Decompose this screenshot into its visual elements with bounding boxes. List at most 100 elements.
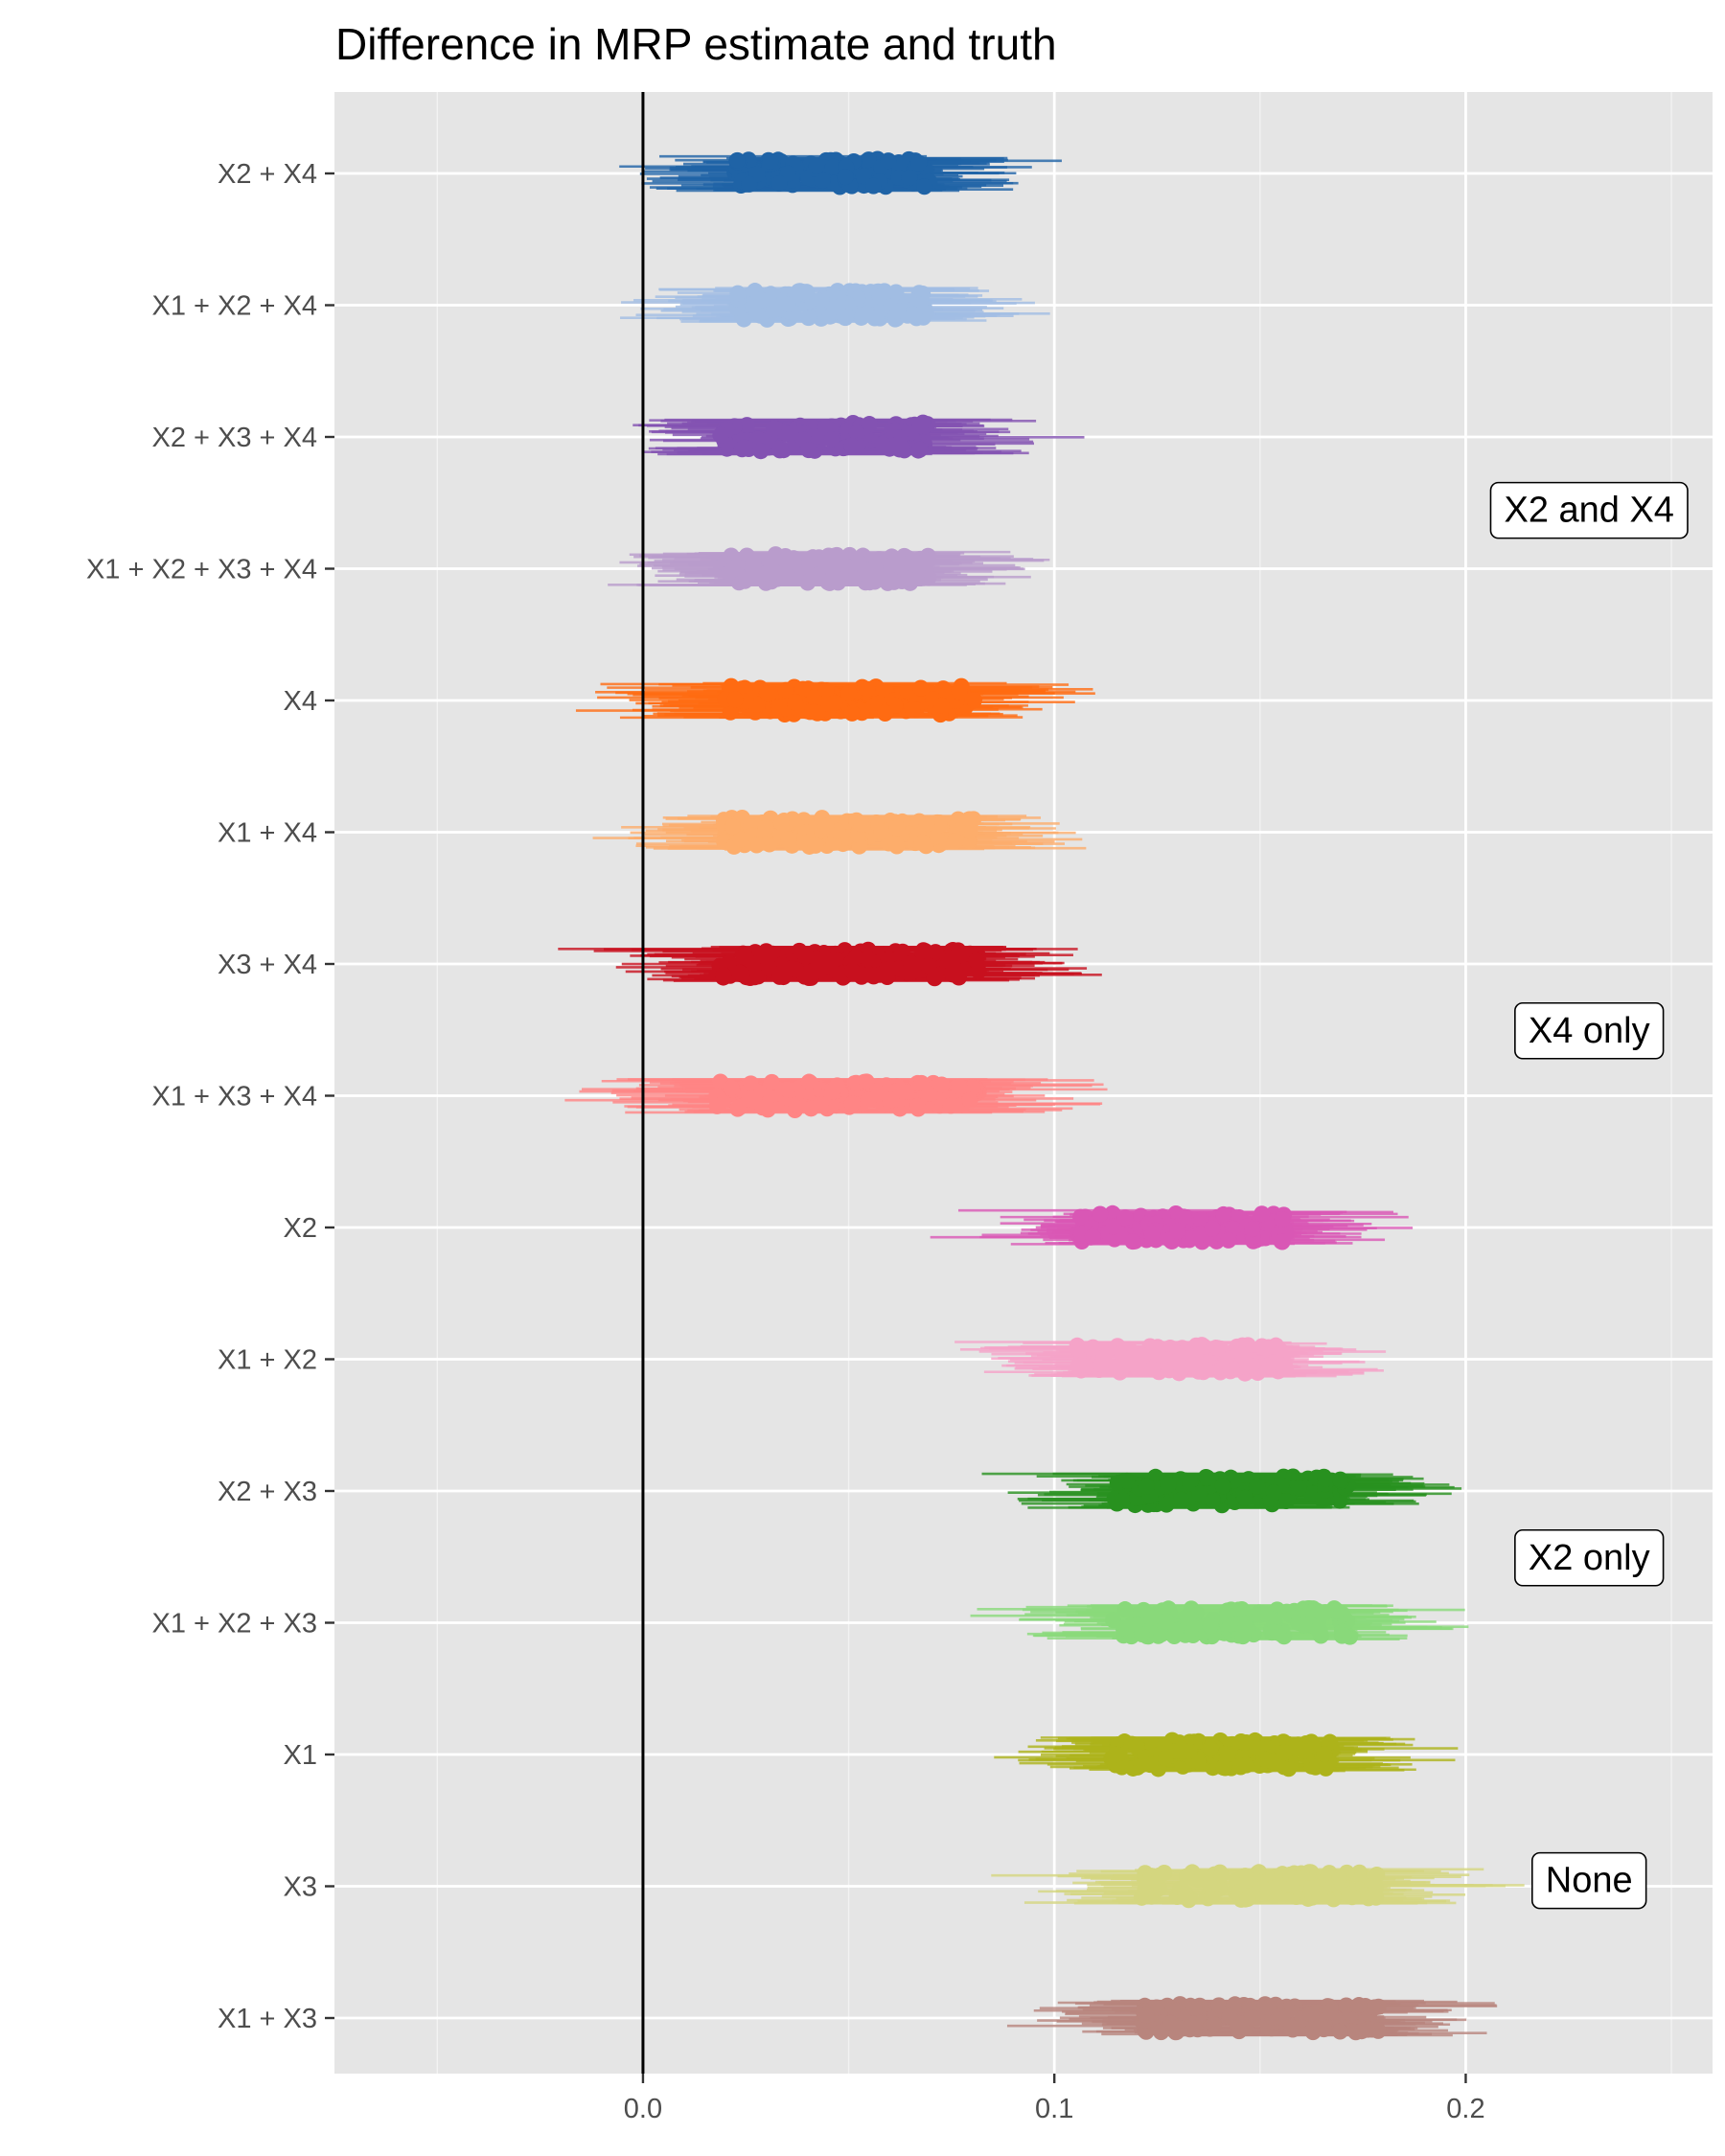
estimate-6-134 — [883, 960, 900, 977]
estimate-11-138 — [1158, 1613, 1175, 1630]
estimate-6-84 — [926, 970, 943, 987]
group-label-box-1 — [1514, 1001, 1665, 1060]
estimate-9-126 — [1070, 1342, 1088, 1359]
estimate-14-131 — [1260, 1999, 1277, 2016]
estimate-6-95 — [847, 949, 864, 966]
estimate-3-129 — [886, 573, 903, 590]
estimate-13-110 — [1368, 1889, 1385, 1906]
estimate-12-130 — [1297, 1742, 1314, 1759]
estimate-4-65 — [759, 685, 776, 702]
estimate-13-127 — [1311, 1886, 1328, 1903]
estimate-6-136 — [903, 954, 920, 972]
estimate-12-124 — [1238, 1756, 1255, 1774]
estimate-4-136 — [726, 691, 744, 708]
estimate-3-107 — [832, 571, 849, 588]
estimate-11-121 — [1134, 1625, 1151, 1642]
estimate-1-127 — [905, 306, 922, 323]
estimate-10-136 — [1160, 1477, 1177, 1494]
estimate-6-133 — [731, 964, 748, 981]
estimate-2-131 — [911, 417, 929, 434]
estimate-11-132 — [1270, 1624, 1287, 1641]
y-tick-label-12: X1 — [284, 1740, 317, 1771]
estimate-5-139 — [913, 834, 931, 851]
estimate-5-137 — [732, 831, 749, 848]
estimate-11-102 — [1116, 1601, 1134, 1618]
estimate-4-130 — [840, 684, 858, 701]
estimate-7-69 — [708, 1097, 725, 1114]
estimate-1-85 — [868, 310, 886, 327]
estimate-0-125 — [770, 175, 788, 193]
estimate-10-137 — [1290, 1479, 1307, 1497]
estimate-4-126 — [770, 699, 788, 716]
estimate-0-124 — [741, 175, 758, 193]
estimate-14-137 — [1369, 1998, 1387, 2015]
estimate-4-133 — [787, 694, 804, 711]
series-9 — [954, 1337, 1387, 1382]
estimate-12-129 — [1181, 1743, 1198, 1760]
y-tick-label-6: X3 + X4 — [218, 950, 317, 980]
estimate-6-138 — [970, 962, 987, 979]
estimate-1-116 — [871, 288, 888, 306]
estimate-2-128 — [736, 439, 753, 456]
estimate-10-118 — [1236, 1489, 1254, 1506]
estimate-0-139 — [864, 177, 882, 195]
estimate-10-129 — [1214, 1478, 1231, 1495]
series-2 — [632, 414, 1085, 460]
estimate-13-129 — [1341, 1886, 1358, 1903]
estimate-4-121 — [843, 704, 861, 722]
y-tick-label-1: X1 + X2 + X4 — [151, 291, 317, 322]
y-tick-label-9: X1 + X2 — [218, 1345, 317, 1376]
estimate-2-120 — [800, 442, 817, 459]
estimate-12-138 — [1141, 1756, 1159, 1774]
estimate-10-138 — [1158, 1496, 1175, 1513]
estimate-4-108 — [817, 682, 835, 700]
estimate-9-137 — [1115, 1349, 1132, 1366]
estimate-2-135 — [752, 443, 770, 460]
estimate-7-113 — [933, 1076, 951, 1093]
data-marks — [558, 150, 1525, 2041]
group-label-text-1: X4 only — [1529, 1011, 1650, 1051]
estimate-6-135 — [860, 951, 877, 968]
estimate-11-106 — [1115, 1619, 1132, 1637]
estimate-4-137 — [933, 697, 951, 714]
estimate-10-119 — [1277, 1493, 1295, 1510]
estimate-9-138 — [1095, 1348, 1113, 1365]
estimate-11-108 — [1256, 1605, 1274, 1622]
estimate-0-107 — [860, 151, 877, 169]
estimate-12-49 — [1318, 1759, 1335, 1777]
y-tick-label-14: X1 + X3 — [218, 2004, 317, 2034]
estimate-7-128 — [909, 1097, 927, 1114]
estimate-2-137 — [843, 437, 861, 454]
group-label-box-0 — [1489, 481, 1689, 539]
estimate-1-134 — [748, 304, 766, 321]
estimate-8-121 — [1116, 1209, 1134, 1227]
estimate-9-108 — [1135, 1347, 1152, 1365]
estimate-7-131 — [723, 1079, 740, 1096]
estimate-14-107 — [1315, 2021, 1332, 2038]
estimate-11-131 — [1300, 1604, 1317, 1621]
estimate-14-117 — [1244, 2009, 1261, 2027]
estimate-8-138 — [1215, 1205, 1232, 1223]
group-labels: X2 and X4 X4 only X2 only None — [1489, 481, 1689, 1910]
estimate-7-107 — [964, 1079, 981, 1096]
estimate-2-133 — [766, 420, 783, 437]
estimate-14-119 — [1210, 1997, 1228, 2014]
y-tick-label-0: X2 + X4 — [218, 159, 317, 190]
estimate-8-136 — [1220, 1231, 1237, 1249]
group-label-text-3: None — [1546, 1861, 1633, 1901]
estimate-7-90 — [858, 1073, 875, 1090]
group-label-text-0: X2 and X4 — [1504, 491, 1673, 531]
estimate-14-115 — [1322, 2004, 1339, 2021]
estimate-6-126 — [860, 966, 877, 983]
series-5 — [592, 810, 1087, 855]
estimate-10-51 — [1115, 1492, 1132, 1509]
y-axis: X2 + X4 X1 + X2 + X4 X2 + X3 + X4 X1 + X2 +… — [86, 159, 334, 2034]
estimate-10-135 — [1265, 1484, 1282, 1502]
estimate-0-106 — [814, 172, 831, 189]
x-tick-label-1: 0.1 — [1035, 2094, 1073, 2124]
estimate-10-128 — [1191, 1485, 1208, 1502]
estimate-10-132 — [1138, 1478, 1155, 1495]
estimate-12-127 — [1276, 1744, 1294, 1761]
estimate-9-127 — [1073, 1356, 1091, 1373]
estimate-9-124 — [1267, 1337, 1284, 1354]
